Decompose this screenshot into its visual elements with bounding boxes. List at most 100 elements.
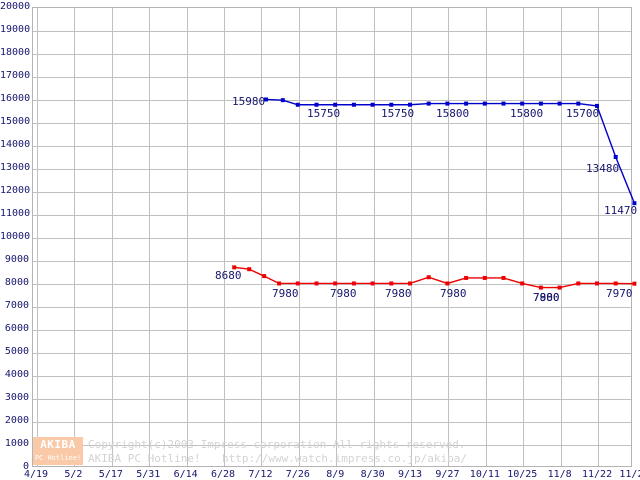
y-axis-tick: 7000	[4, 300, 29, 311]
watermark-site-name: AKIBA PC Hotline!	[88, 452, 201, 465]
gridline	[411, 8, 412, 466]
blue-series-marker	[613, 154, 618, 159]
gridline	[33, 284, 631, 285]
red-series-marker	[501, 275, 506, 280]
red-series-marker	[576, 281, 581, 286]
y-axis-tick: 5000	[4, 346, 29, 357]
blue-series-marker	[557, 101, 562, 106]
blue-series-value-label: 15980	[232, 95, 266, 108]
y-axis-tick: 15000	[0, 116, 31, 127]
gridline	[33, 31, 631, 32]
y-axis-tick: 13000	[0, 162, 31, 173]
gridline	[485, 8, 487, 466]
blue-series-value-label: 13480	[586, 162, 620, 175]
x-axis-tick: 5/17	[98, 469, 123, 480]
akiba-logo-title: AKIBA	[40, 438, 76, 451]
gridline	[149, 8, 151, 466]
x-axis-tick: 5/31	[136, 469, 161, 480]
blue-series-marker	[280, 98, 285, 103]
gridline	[33, 445, 631, 446]
gridline	[33, 215, 631, 216]
red-series-marker	[314, 281, 319, 286]
red-series-marker	[408, 281, 412, 286]
x-axis-tick: 6/14	[173, 469, 198, 480]
red-series-marker	[520, 281, 525, 286]
blue-series-value-label: 15700	[566, 107, 600, 120]
red-series-marker	[295, 281, 300, 286]
gridline	[298, 8, 300, 466]
y-axis-tick: 6000	[4, 323, 29, 334]
red-series-marker	[351, 281, 356, 286]
x-axis-tick: 8/30	[360, 469, 385, 480]
gridline	[336, 8, 338, 466]
gridline	[448, 8, 450, 466]
y-axis-tick: 17000	[0, 70, 31, 81]
gridline	[33, 376, 631, 377]
blue-series-marker	[445, 101, 450, 106]
blue-series-marker	[595, 103, 599, 108]
x-axis-tick: 11/29	[619, 469, 640, 480]
red-series-value-label: 7980	[272, 287, 299, 300]
y-axis-tick: 12000	[0, 185, 31, 196]
blue-series-value-label: 15750	[307, 107, 341, 120]
red-series-marker	[262, 274, 267, 279]
red-series-marker	[370, 281, 375, 286]
gridline	[33, 330, 631, 331]
red-series-value-label: 7980	[533, 291, 560, 304]
gridline	[33, 169, 631, 170]
red-series-value-label: 8680	[215, 269, 242, 282]
y-axis-tick: 8000	[4, 277, 29, 288]
gridline	[33, 261, 631, 262]
red-series-line	[234, 266, 635, 289]
gridline	[37, 8, 38, 466]
red-series-value-label: 7970	[606, 287, 633, 300]
y-axis-tick: 19000	[0, 24, 31, 35]
red-series-marker	[538, 285, 543, 290]
gridline	[33, 399, 631, 400]
x-axis-tick: 9/13	[398, 469, 423, 480]
blue-series-marker	[632, 201, 637, 206]
gridline	[33, 146, 631, 147]
blue-series-marker	[333, 102, 338, 107]
plot-area	[32, 7, 632, 467]
blue-series-marker	[351, 102, 356, 107]
blue-series-marker	[520, 101, 525, 106]
red-series-marker	[426, 275, 431, 280]
y-axis-tick: 18000	[0, 47, 31, 58]
gridline	[33, 123, 631, 124]
y-axis-tick: 2000	[4, 415, 29, 426]
gridline	[111, 8, 113, 466]
y-axis-tick: 14000	[0, 139, 31, 150]
x-axis-tick: 11/8	[547, 469, 572, 480]
blue-series-marker	[538, 101, 543, 106]
watermark-site-url: http://www.watch.impress.co.jp/akiba/	[222, 452, 468, 465]
y-axis-tick: 0	[22, 461, 29, 472]
blue-series-marker	[370, 102, 375, 107]
gridline	[74, 8, 76, 466]
red-series-marker	[557, 285, 562, 290]
red-series-marker	[247, 267, 252, 272]
gridline	[598, 8, 599, 466]
x-axis-tick: 9/27	[435, 469, 460, 480]
red-series-marker	[595, 281, 599, 286]
red-series-marker	[445, 281, 450, 286]
gridline	[33, 54, 631, 55]
blue-series-marker	[264, 97, 269, 102]
blue-series-marker	[295, 102, 300, 107]
y-axis-tick: 1000	[4, 438, 29, 449]
blue-series-value-label: 15800	[510, 107, 544, 120]
red-series-value-label: 7980	[440, 287, 467, 300]
gridline	[33, 238, 631, 239]
x-axis-tick: 6/28	[211, 469, 236, 480]
red-series-marker	[613, 281, 618, 286]
x-axis-tick: 10/25	[507, 469, 538, 480]
blue-series-marker	[426, 101, 431, 106]
blue-series-value-label: 15800	[436, 107, 470, 120]
gridline	[373, 8, 375, 466]
gridline	[560, 8, 562, 466]
y-axis-tick: 4000	[4, 369, 29, 380]
red-series-value-label: 7800	[533, 291, 560, 304]
blue-series-marker	[501, 101, 506, 106]
